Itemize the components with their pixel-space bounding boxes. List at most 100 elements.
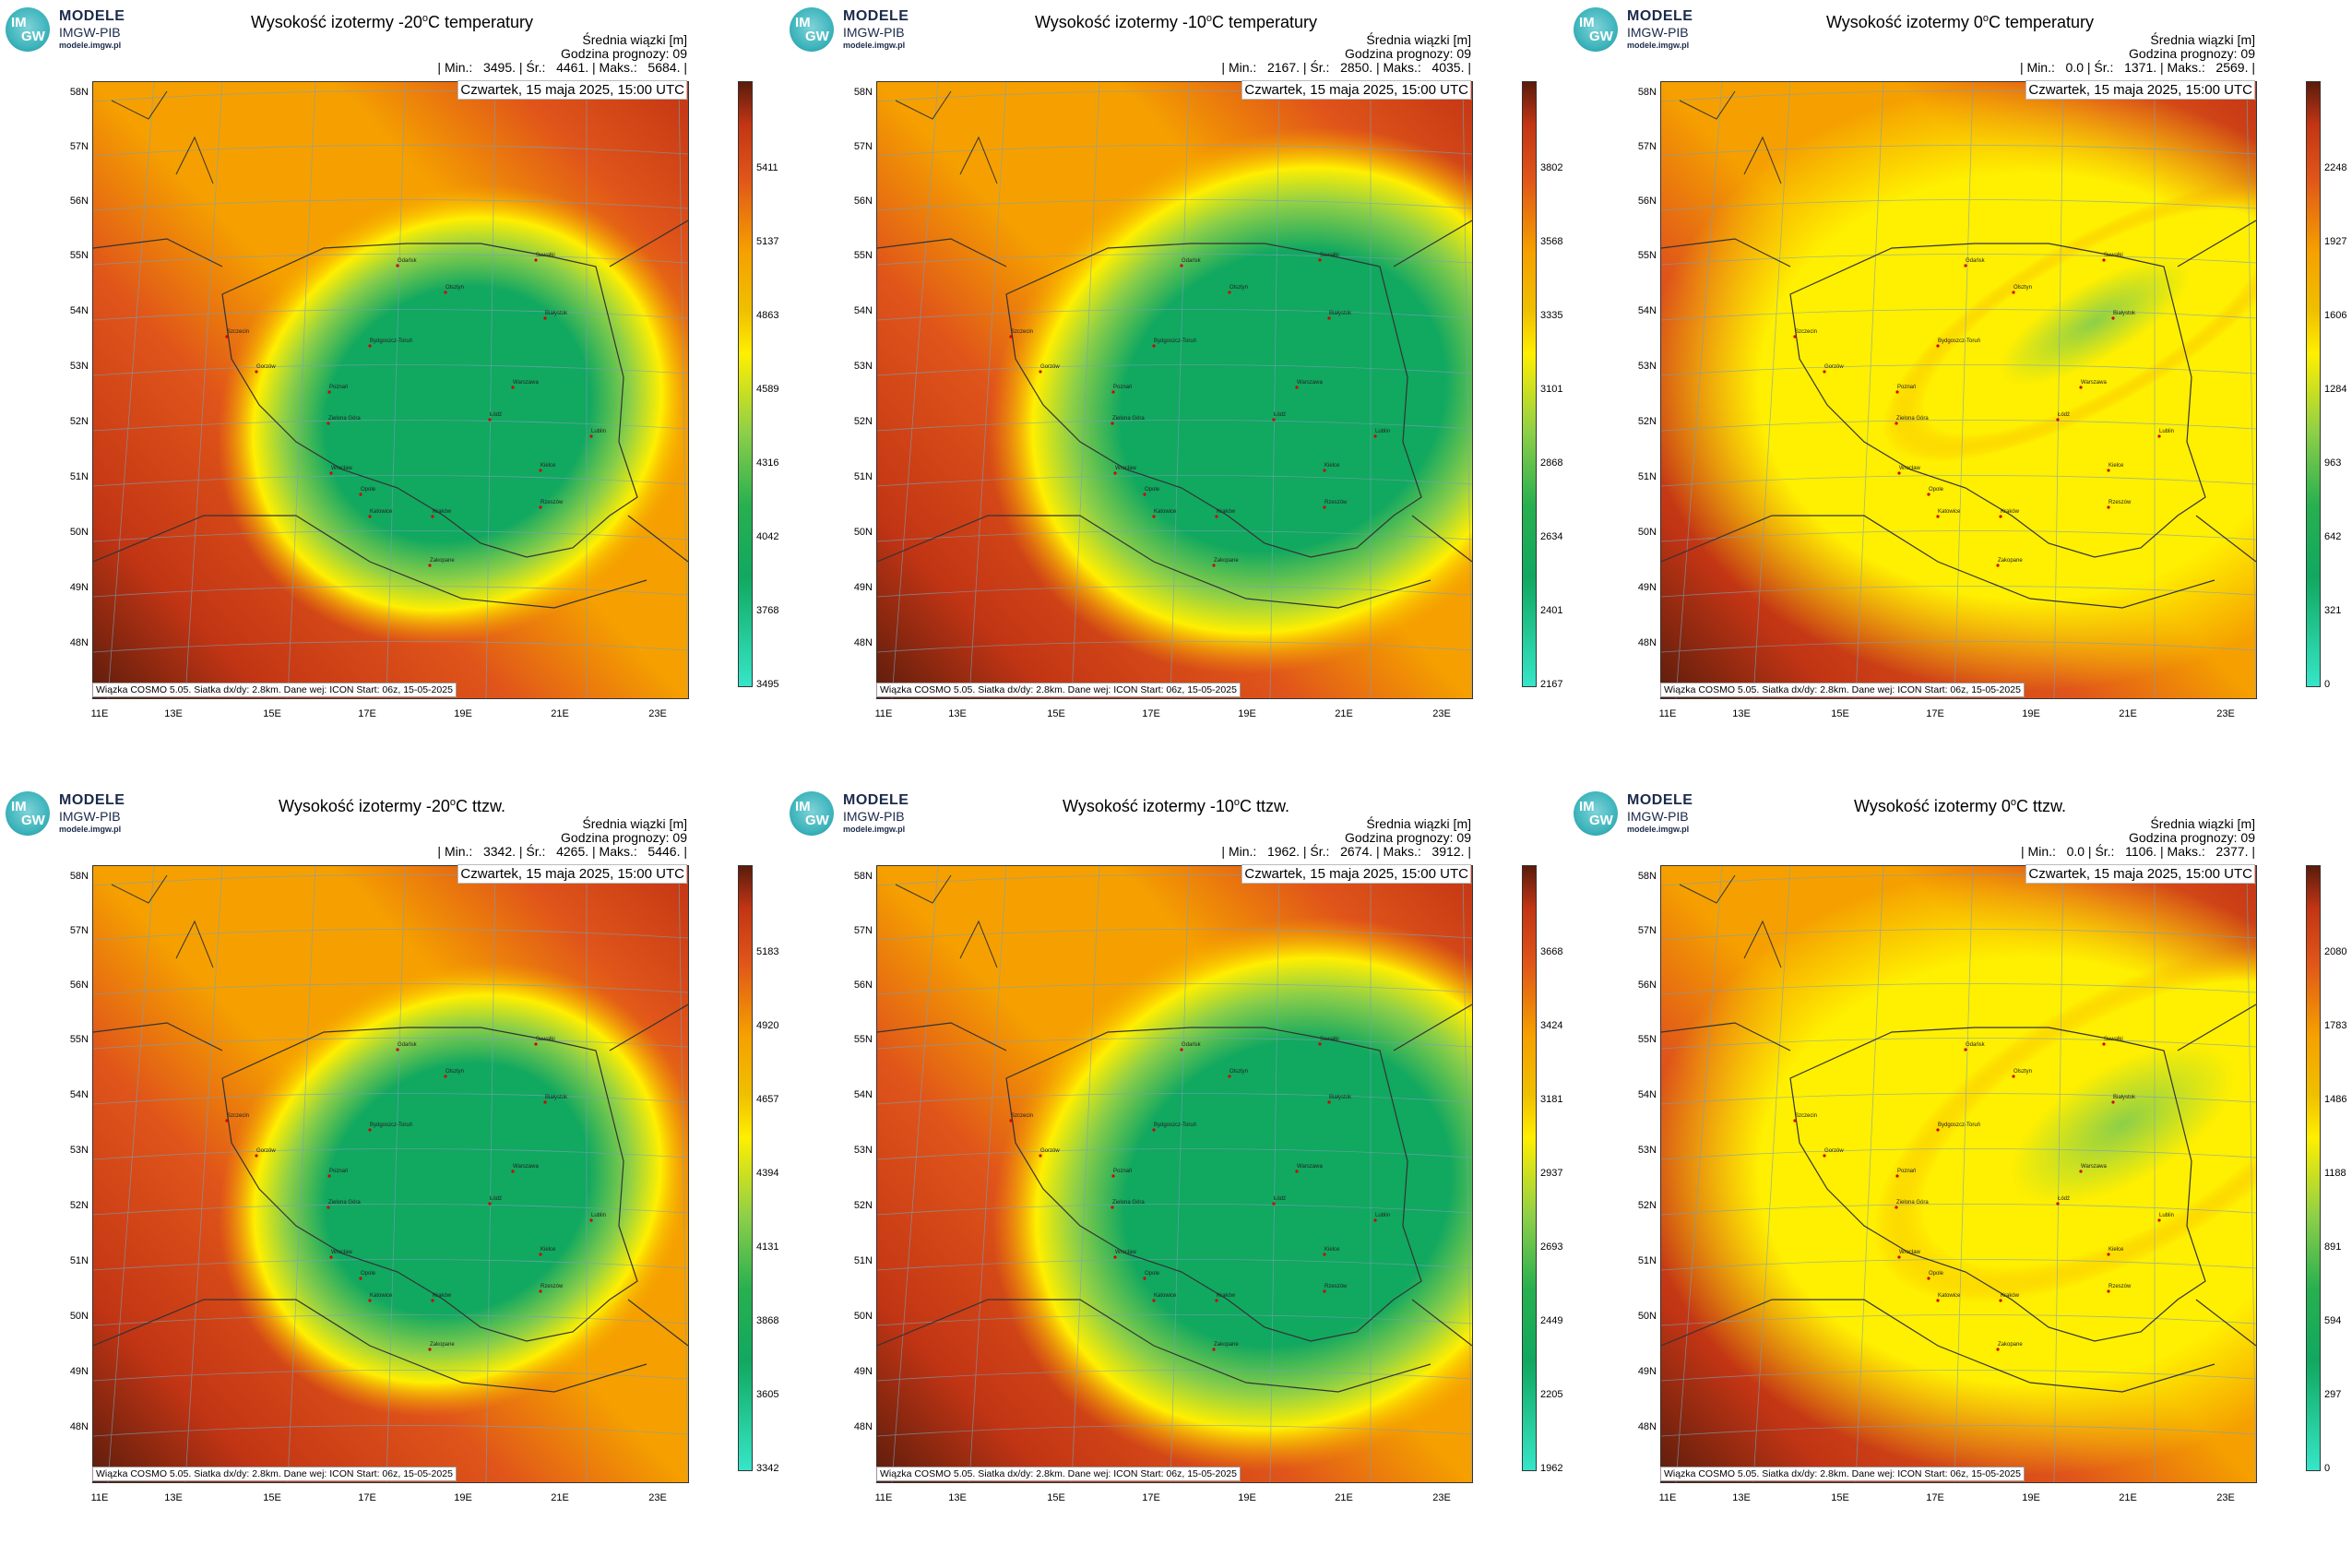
city-marker bbox=[1936, 1128, 1940, 1132]
city-label: Wrocław bbox=[1115, 1250, 1137, 1255]
city-label: Bydgoszcz-Toruń bbox=[1154, 1123, 1196, 1128]
city-marker bbox=[1295, 1170, 1299, 1173]
city-label: Poznań bbox=[1897, 1169, 1916, 1174]
city-label: Zakopane bbox=[1998, 558, 2023, 564]
city-marker bbox=[1152, 515, 1156, 518]
city-marker bbox=[255, 1154, 258, 1158]
city-marker bbox=[543, 316, 547, 320]
info-units: Średnia wiązki [m] bbox=[582, 32, 687, 47]
info-units: Średnia wiązki [m] bbox=[2150, 32, 2255, 47]
lat-label: 53N bbox=[1637, 361, 1657, 372]
city-label: Bydgoszcz-Toruń bbox=[370, 339, 412, 344]
city-label: Opole bbox=[1145, 487, 1160, 493]
valid-date: Czwartek, 15 maja 2025, 15:00 UTC bbox=[2025, 80, 2255, 100]
lon-label: 17E bbox=[358, 1492, 376, 1503]
city-marker bbox=[1113, 1255, 1117, 1259]
city-marker bbox=[1212, 564, 1216, 567]
lon-label: 19E bbox=[2022, 1492, 2040, 1503]
city-marker bbox=[327, 422, 330, 425]
city-label: Olsztyn bbox=[445, 1069, 464, 1075]
city-marker bbox=[368, 515, 372, 518]
title-text-post: C temperatury bbox=[1988, 13, 2095, 31]
city-label: Zielona Góra bbox=[1112, 1200, 1145, 1206]
city-label: Zakopane bbox=[430, 1342, 455, 1348]
city-label: Rzeszów bbox=[540, 1284, 564, 1289]
badge-text-top: IM bbox=[795, 799, 811, 814]
city-marker bbox=[2012, 291, 2015, 294]
city-marker bbox=[1373, 1218, 1377, 1222]
city-marker bbox=[1895, 1174, 1899, 1178]
city-marker bbox=[2102, 258, 2106, 262]
title-degree: o bbox=[1206, 13, 1212, 24]
city-marker bbox=[2111, 1100, 2115, 1104]
logo-org: IMGW-PIB bbox=[1627, 25, 1689, 40]
stats-info: Średnia wiązki [m] Godzina prognozy: 09 | … bbox=[437, 817, 687, 859]
city-label: Suwałki bbox=[1320, 253, 1339, 258]
lat-label: 51N bbox=[69, 471, 89, 482]
city-label: Poznań bbox=[329, 1169, 348, 1174]
city-marker bbox=[1927, 1277, 1930, 1280]
lon-label: 21E bbox=[1335, 1492, 1353, 1503]
info-forecast-hour: Godzina prognozy: 09 bbox=[2129, 830, 2255, 845]
imgw-badge-icon: IM GW bbox=[790, 791, 834, 836]
imgw-logo: IM GW MODELE IMGW-PIB modele.imgw.pl bbox=[1574, 7, 1758, 53]
city-marker bbox=[2107, 469, 2110, 472]
colorbar bbox=[738, 865, 753, 1471]
city-label: Katowice bbox=[1938, 1293, 1961, 1299]
logo-url: modele.imgw.pl bbox=[1627, 41, 1690, 50]
lat-label: 51N bbox=[853, 1255, 873, 1266]
city-label: Warszawa bbox=[513, 380, 539, 386]
model-footer: Wiązka COSMO 5.05. Siatka dx/dy: 2.8km. … bbox=[876, 683, 1241, 697]
city-label: Kraków bbox=[2001, 1293, 2020, 1299]
city-marker bbox=[1152, 344, 1156, 348]
city-marker bbox=[1323, 505, 1326, 509]
city-marker bbox=[1228, 291, 1231, 294]
city-label: Białystok bbox=[2113, 311, 2136, 316]
valid-date: Czwartek, 15 maja 2025, 15:00 UTC bbox=[1241, 80, 1471, 100]
colorbar-tick: 0 bbox=[2324, 679, 2331, 690]
imgw-logo: IM GW MODELE IMGW-PIB modele.imgw.pl bbox=[790, 791, 974, 837]
stats-info: Średnia wiązki [m] Godzina prognozy: 09 | … bbox=[1221, 817, 1471, 859]
city-marker bbox=[2102, 1042, 2106, 1046]
colorbar-tick: 3568 bbox=[1540, 236, 1563, 247]
stats-info: Średnia wiązki [m] Godzina prognozy: 09 | … bbox=[2021, 817, 2255, 859]
city-label: Warszawa bbox=[513, 1164, 539, 1170]
colorbar bbox=[738, 81, 753, 687]
city-label: Białystok bbox=[545, 1095, 568, 1100]
info-min-avg-max: | Min.: 3342. | Śr.: 4265. | Maks.: 5446… bbox=[437, 844, 687, 859]
lon-label: 15E bbox=[263, 1492, 281, 1503]
city-label: Rzeszów bbox=[2108, 500, 2132, 505]
lat-label: 53N bbox=[69, 361, 89, 372]
lon-label: 19E bbox=[454, 1492, 472, 1503]
lat-label: 54N bbox=[1637, 1089, 1657, 1100]
city-label: Katowice bbox=[370, 509, 393, 515]
lon-label: 23E bbox=[2216, 708, 2235, 719]
city-marker bbox=[431, 515, 434, 518]
city-label: Gorzów bbox=[256, 1148, 276, 1154]
title-text-pre: Wysokość izotermy 0 bbox=[1825, 13, 1983, 31]
colorbar-tick: 2449 bbox=[1540, 1315, 1563, 1326]
city-marker bbox=[539, 505, 542, 509]
city-marker bbox=[368, 1128, 372, 1132]
lat-label: 52N bbox=[853, 1200, 873, 1211]
city-label: Gdańsk bbox=[398, 1042, 418, 1048]
city-label: Rzeszów bbox=[2108, 1284, 2132, 1289]
city-marker bbox=[1272, 418, 1276, 422]
lon-label: 23E bbox=[648, 708, 667, 719]
lat-label: 48N bbox=[853, 637, 873, 648]
city-marker bbox=[1327, 1100, 1331, 1104]
badge-text-top: IM bbox=[1579, 799, 1595, 814]
imgw-badge-icon: IM GW bbox=[6, 791, 50, 836]
city-label: Białystok bbox=[545, 311, 568, 316]
city-label: Poznań bbox=[1113, 385, 1132, 390]
lon-label: 23E bbox=[1432, 1492, 1451, 1503]
lon-label: 13E bbox=[164, 1492, 183, 1503]
colorbar bbox=[2306, 81, 2321, 687]
city-label: Kielce bbox=[1324, 463, 1340, 469]
city-marker bbox=[1318, 1042, 1322, 1046]
lat-label: 49N bbox=[853, 582, 873, 593]
lat-label: 50N bbox=[1637, 1311, 1657, 1322]
title-text-pre: Wysokość izotermy 0 bbox=[1853, 797, 2011, 815]
badge-text-bottom: GW bbox=[21, 29, 45, 44]
lon-label: 19E bbox=[2022, 708, 2040, 719]
